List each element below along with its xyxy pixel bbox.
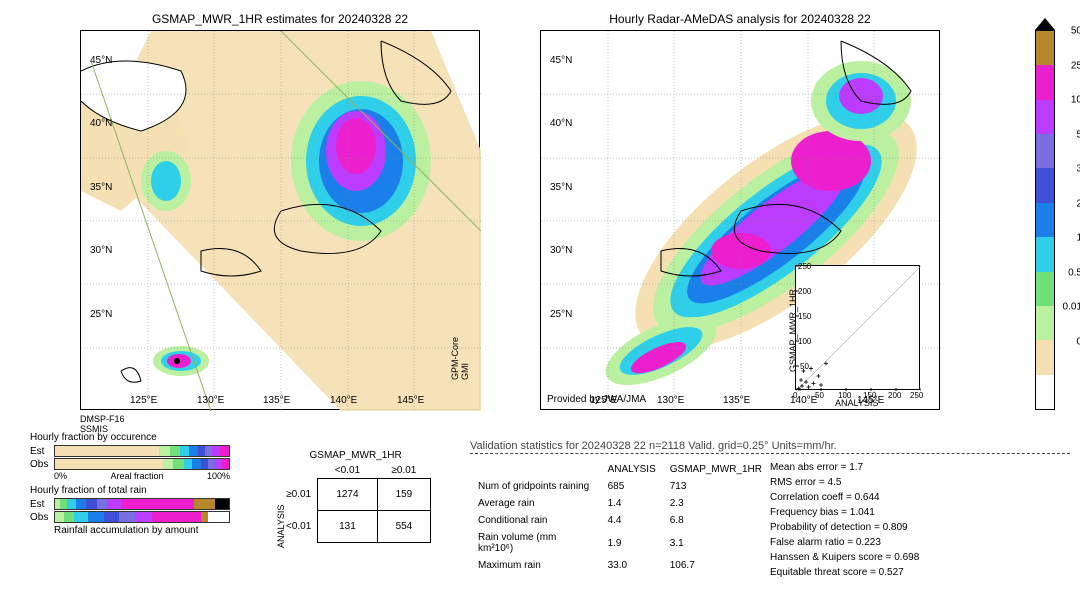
bar-rain-est [54,498,230,510]
corner-sat-label: GPM-Core GMI [450,337,470,380]
lat-tick: 25°N [550,309,572,320]
sat-label: DMSP-F16 [80,414,125,424]
lon-tick: 135°E [263,395,290,406]
left-map-svg [81,31,481,411]
contingency-table: GSMAP_MWR_1HR <0.01≥0.01 ≥0.011274159 <0… [280,450,431,543]
lon-tick: 130°E [657,395,684,406]
lat-tick: 30°N [90,245,112,256]
stats-table: ANALYSISGSMAP_MWR_1HRNum of gridpoints r… [470,460,770,575]
matrix-cell: 131 [318,511,377,543]
left-map-title: GSMAP_MWR_1HR estimates for 20240328 22 [80,12,480,26]
lat-tick: 35°N [550,182,572,193]
lat-tick: 40°N [550,118,572,129]
bar-occ-obs [54,458,230,470]
stats-title: Validation statistics for 20240328 22 n=… [470,440,1070,454]
lon-tick: 125°E [130,395,157,406]
scatter-plot [795,265,920,390]
axis-100pct: 100% [207,471,230,481]
matrix-cell: 159 [377,479,431,511]
axis-0pct: 0% [54,471,67,481]
matrix-cell: 1274 [318,479,377,511]
lon-tick: 135°E [723,395,750,406]
matrix-col-hdr: <0.01 [318,463,377,479]
scatter-ylabel: GSMAP_MWR_1HR [788,289,798,372]
scatter-tick: 150 [798,312,811,321]
lon-tick: 130°E [197,395,224,406]
left-map [80,30,480,410]
matrix-cell: 554 [377,511,431,543]
lat-tick: 40°N [90,118,112,129]
lat-tick: 25°N [90,309,112,320]
scatter-tick: 50 [800,362,809,371]
scatter-tick: 150 [863,391,876,400]
lat-tick: 30°N [550,245,572,256]
axis-areal: Areal fraction [67,471,207,481]
lat-tick: 35°N [90,182,112,193]
scatter-tick: 100 [798,337,811,346]
bar-rain-obs [54,511,230,523]
lat-tick: 45°N [90,55,112,66]
bar-label-obs: Obs [30,512,54,523]
scatter-tick: 250 [798,262,811,271]
scatter-tick: 250 [910,391,923,400]
bar-label-est: Est [30,446,54,457]
rainfall-accum-title: Rainfall accumulation by amount [54,525,230,536]
fraction-rain-title: Hourly fraction of total rain [30,485,230,496]
scatter-tick: 0 [793,391,797,400]
validation-stats: Validation statistics for 20240328 22 n=… [470,440,1070,580]
lon-tick: 140°E [330,395,357,406]
lon-tick: 125°E [590,395,617,406]
scatter-tick: 100 [838,391,851,400]
bar-occ-est [54,445,230,457]
colorbar-arrow-icon [1035,18,1055,30]
matrix-col-hdr: ≥0.01 [377,463,431,479]
scatter-tick: 50 [815,391,824,400]
bar-label-est: Est [30,499,54,510]
matrix-title: GSMAP_MWR_1HR [280,450,431,461]
stats-metrics: Mean abs error = 1.7RMS error = 4.5Corre… [770,460,1030,580]
fraction-bars: Hourly fraction by occurence Est Obs 0%A… [30,430,230,538]
lat-tick: 45°N [550,55,572,66]
scatter-tick: 200 [888,391,901,400]
fraction-occ-title: Hourly fraction by occurence [30,432,230,443]
matrix-side-label: ANALYSIS [276,505,286,548]
scatter-tick: 200 [798,287,811,296]
bar-label-obs: Obs [30,459,54,470]
colorbar: 50251053210.50.010 [1035,30,1055,410]
lon-tick: 145°E [397,395,424,406]
right-map-title: Hourly Radar-AMeDAS analysis for 2024032… [540,12,940,26]
